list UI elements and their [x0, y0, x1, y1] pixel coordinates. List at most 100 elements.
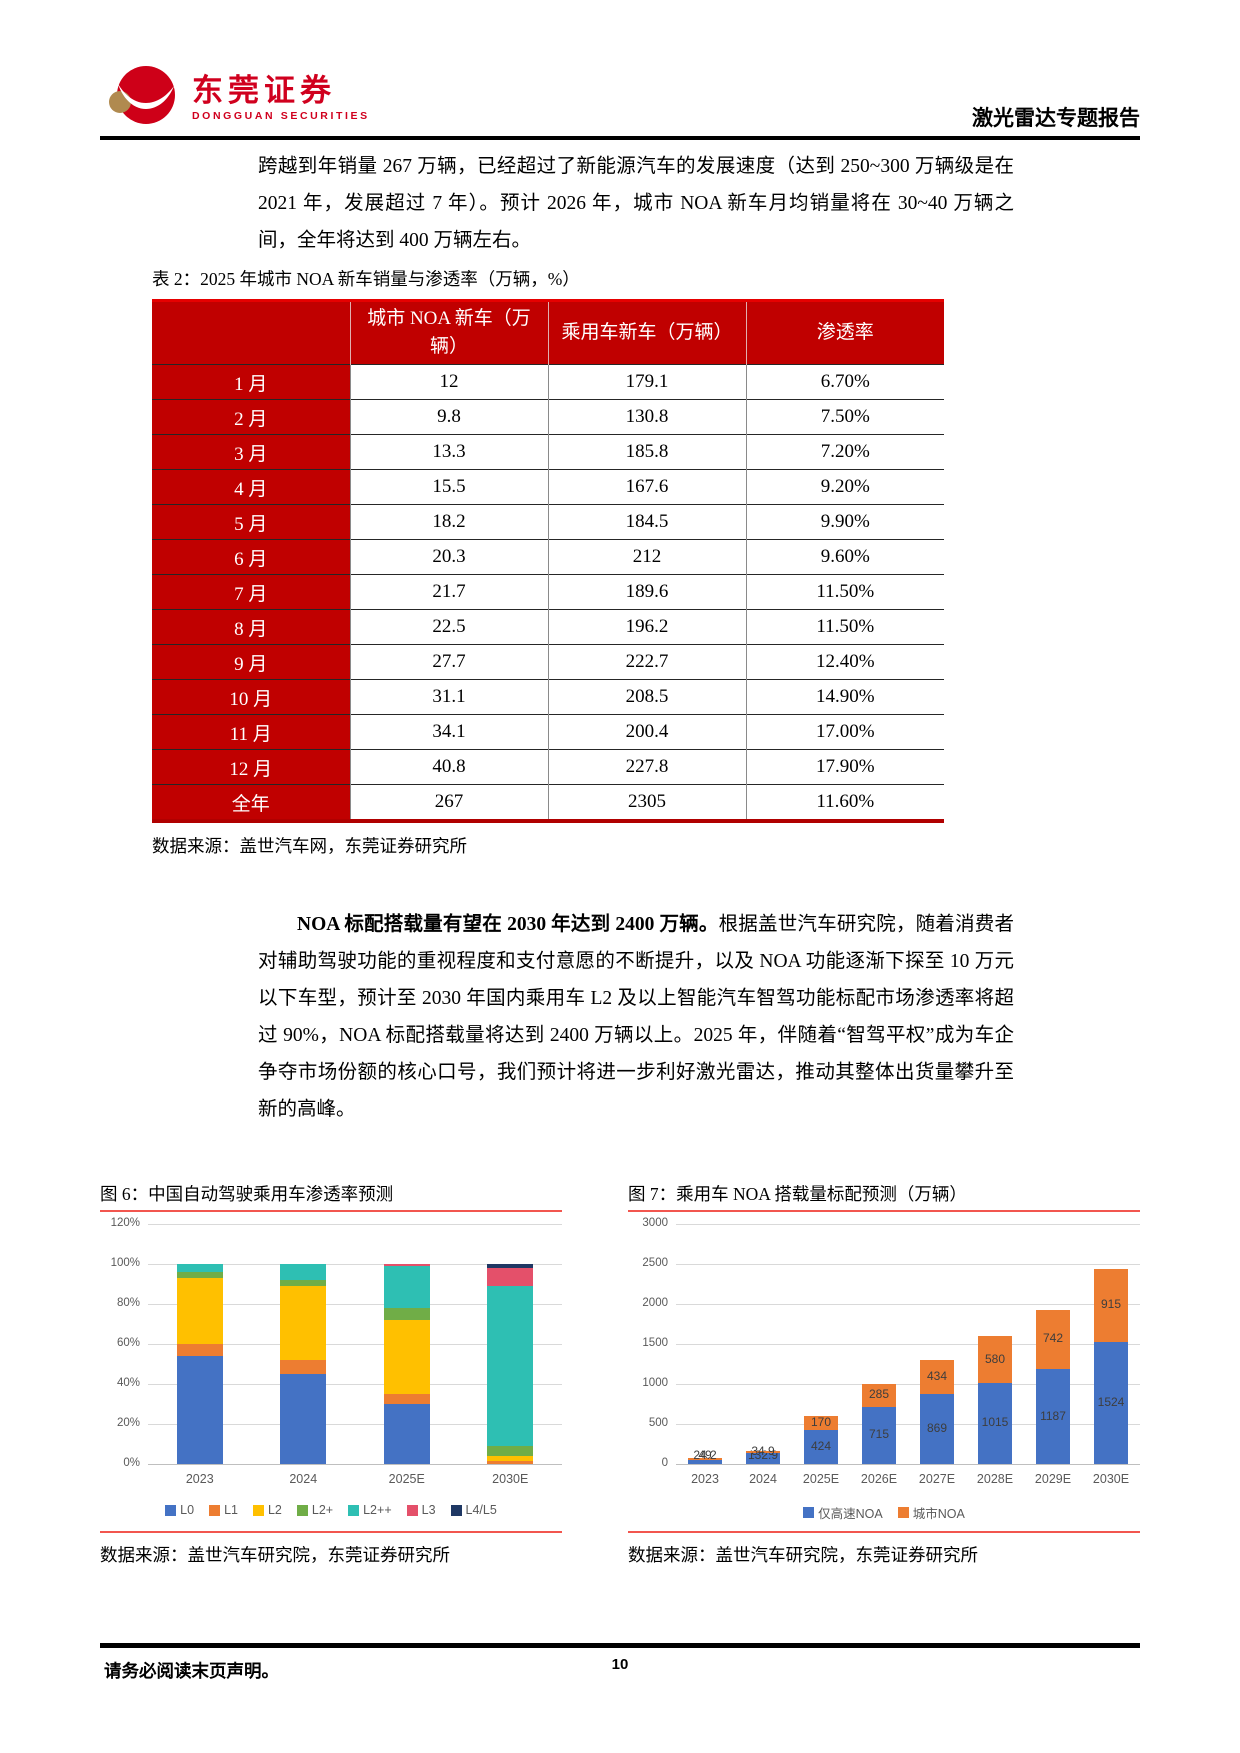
bar-value-label: 1187 [1040, 1408, 1066, 1423]
table-row: 10 月 31.1 208.5 14.90% [152, 679, 944, 715]
table-cell: 9.20% [745, 469, 944, 505]
bar-value-label: 285 [868, 1387, 890, 1402]
table-cell: 27.7 [349, 644, 548, 680]
table-cell: 4 月 [152, 469, 350, 505]
header-divider [100, 136, 1140, 140]
table-cell: 5 月 [152, 504, 350, 540]
legend-swatch-icon [450, 1504, 462, 1516]
bar-segment-仅高速NOA [1036, 1369, 1070, 1464]
figure-6-chart: L0 L1 L2 L2+ L2++ L3 L4/L5 120% 100% 80% 60% 40% 20… [100, 1214, 562, 1526]
table-cell: 227.8 [547, 749, 746, 785]
y-axis-tick-label: 100% [110, 1257, 140, 1269]
bar-segment-城市NOA [978, 1336, 1012, 1383]
bar-segment-L2 [383, 1320, 430, 1394]
figure-6-bottom-rule [100, 1531, 562, 1533]
bar-segment-L0 [383, 1404, 430, 1464]
page-number: 10 [611, 1656, 629, 1673]
bar-segment-L2 [280, 1286, 327, 1360]
y-axis-tick-label: 500 [648, 1417, 668, 1429]
legend-swatch-icon [406, 1504, 418, 1516]
bar-segment-L2++ [280, 1264, 327, 1280]
bar-segment-L1 [487, 1461, 534, 1464]
table-cell: 267 [349, 784, 548, 819]
gridline [676, 1464, 1140, 1465]
table-row: 2 月 9.8 130.8 7.50% [152, 399, 944, 435]
table-row: 8 月 22.5 196.2 11.50% [152, 609, 944, 645]
x-axis-category-label: 2023 [691, 1472, 719, 1486]
table-block: 表 2：2025 年城市 NOA 新车销量与渗透率（万辆，%） 城市 NOA 新… [152, 266, 944, 858]
table-cell: 179.1 [547, 364, 746, 400]
legend-item-城市NOA: 城市NOA [897, 1503, 965, 1522]
table-cell: 8 月 [152, 609, 350, 645]
y-axis-tick-label: 40% [116, 1377, 140, 1389]
figure-7: 图 7：乘用车 NOA 搭载量标配预测（万辆） 仅高速NOA 城市NOA 3000… [628, 1183, 1140, 1567]
bar-segment-L0 [176, 1356, 223, 1464]
noa-table: 城市 NOA 新车（万辆） 乘用车新车（万辆） 渗透率 1 月 12 179.1 6.70%… [152, 302, 944, 819]
bar-value-label: 24.2 [693, 1448, 717, 1462]
bar-segment-L3 [383, 1264, 430, 1266]
company-logo: 东莞证券 DONGGUAN SECURITIES [106, 64, 370, 133]
bar-segment-L2+ [487, 1446, 534, 1456]
bar-segment-L1 [176, 1344, 223, 1356]
figure-6: 图 6：中国自动驾驶乘用车渗透率预测 L0 L1 L2 L2+ L2++ L3 L4/L5 … [100, 1183, 562, 1567]
y-axis-tick-label: 120% [110, 1217, 140, 1229]
legend-swatch-icon [803, 1507, 815, 1518]
table-cell: 9.90% [745, 504, 944, 540]
table-header-row: 城市 NOA 新车（万辆） 乘用车新车（万辆） 渗透率 [152, 302, 944, 365]
table-cell: 13.3 [349, 434, 548, 470]
table-cell: 196.2 [547, 609, 746, 645]
table-cell: 9.60% [745, 539, 944, 575]
table-cell: 17.00% [745, 714, 944, 750]
bar-value-label: 170 [810, 1415, 832, 1430]
y-axis-tick-label: 20% [116, 1417, 140, 1429]
bar-segment-仅高速NOA [804, 1430, 838, 1464]
table-cell: 20.3 [349, 539, 548, 575]
figure-7-title: 图 7：乘用车 NOA 搭载量标配预测（万辆） [628, 1184, 967, 1204]
footer-disclaimer: 请务必阅读末页声明。 [104, 1661, 279, 1681]
bar-segment-城市NOA [746, 1450, 780, 1454]
gridline [676, 1264, 1140, 1265]
table-cell: 12 [349, 364, 548, 400]
table-cell: 1 月 [152, 364, 350, 400]
bar-value-label: 424 [810, 1439, 832, 1454]
table-cell: 31.1 [349, 679, 548, 715]
table-header-cell: 城市 NOA 新车（万辆） [349, 302, 548, 365]
bar-segment-城市NOA [688, 1458, 722, 1461]
bar-segment-城市NOA [862, 1384, 896, 1407]
legend-label: 城市NOA [912, 1507, 965, 1521]
noa-paragraph-body: 根据盖世汽车研究院，随着消费者对辅助驾驶功能的重视程度和支付意愿的不断提升，以及… [258, 914, 1014, 1120]
bar-value-label: 869 [926, 1421, 948, 1436]
x-axis-category-label: 2028E [976, 1472, 1014, 1486]
legend-label: L4/L5 [465, 1503, 497, 1517]
x-axis-category-label: 2025E [388, 1472, 425, 1486]
legend-label: L2++ [363, 1503, 392, 1517]
table-cell: 130.8 [547, 399, 746, 435]
table-cell: 15.5 [349, 469, 548, 505]
bar-segment-L1 [383, 1394, 430, 1404]
table-cell: 189.6 [547, 574, 746, 610]
bar-segment-仅高速NOA [688, 1460, 722, 1464]
legend-label: 仅高速NOA [818, 1507, 883, 1521]
legend-swatch-icon [296, 1504, 308, 1516]
gridline [676, 1224, 1140, 1225]
table-row: 全年 267 2305 11.60% [152, 784, 944, 819]
bar-segment-L2 [487, 1456, 534, 1461]
legend-swatch-icon [165, 1504, 177, 1516]
legend-label: L1 [224, 1503, 238, 1517]
table-cell: 21.7 [349, 574, 548, 610]
table-top-rule [152, 299, 944, 302]
x-axis-category-label: 2024 [289, 1472, 318, 1486]
table-cell: 11 月 [152, 714, 350, 750]
noa-paragraph-bold-lead: NOA 标配搭载量有望在 2030 年达到 2400 万辆。 [297, 914, 719, 935]
legend-item-L2++: L2++ [348, 1503, 392, 1517]
gridline [676, 1344, 1140, 1345]
bar-value-label: 580 [984, 1351, 1006, 1366]
bar-segment-L2 [176, 1278, 223, 1344]
legend-swatch-icon [897, 1507, 909, 1518]
footer-divider [100, 1643, 1140, 1648]
table-cell: 6.70% [745, 364, 944, 400]
table-row: 3 月 13.3 185.8 7.20% [152, 434, 944, 470]
x-axis-category-label: 2026E [860, 1472, 898, 1486]
bar-segment-L0 [280, 1374, 327, 1464]
legend-item-L1: L1 [209, 1503, 238, 1517]
